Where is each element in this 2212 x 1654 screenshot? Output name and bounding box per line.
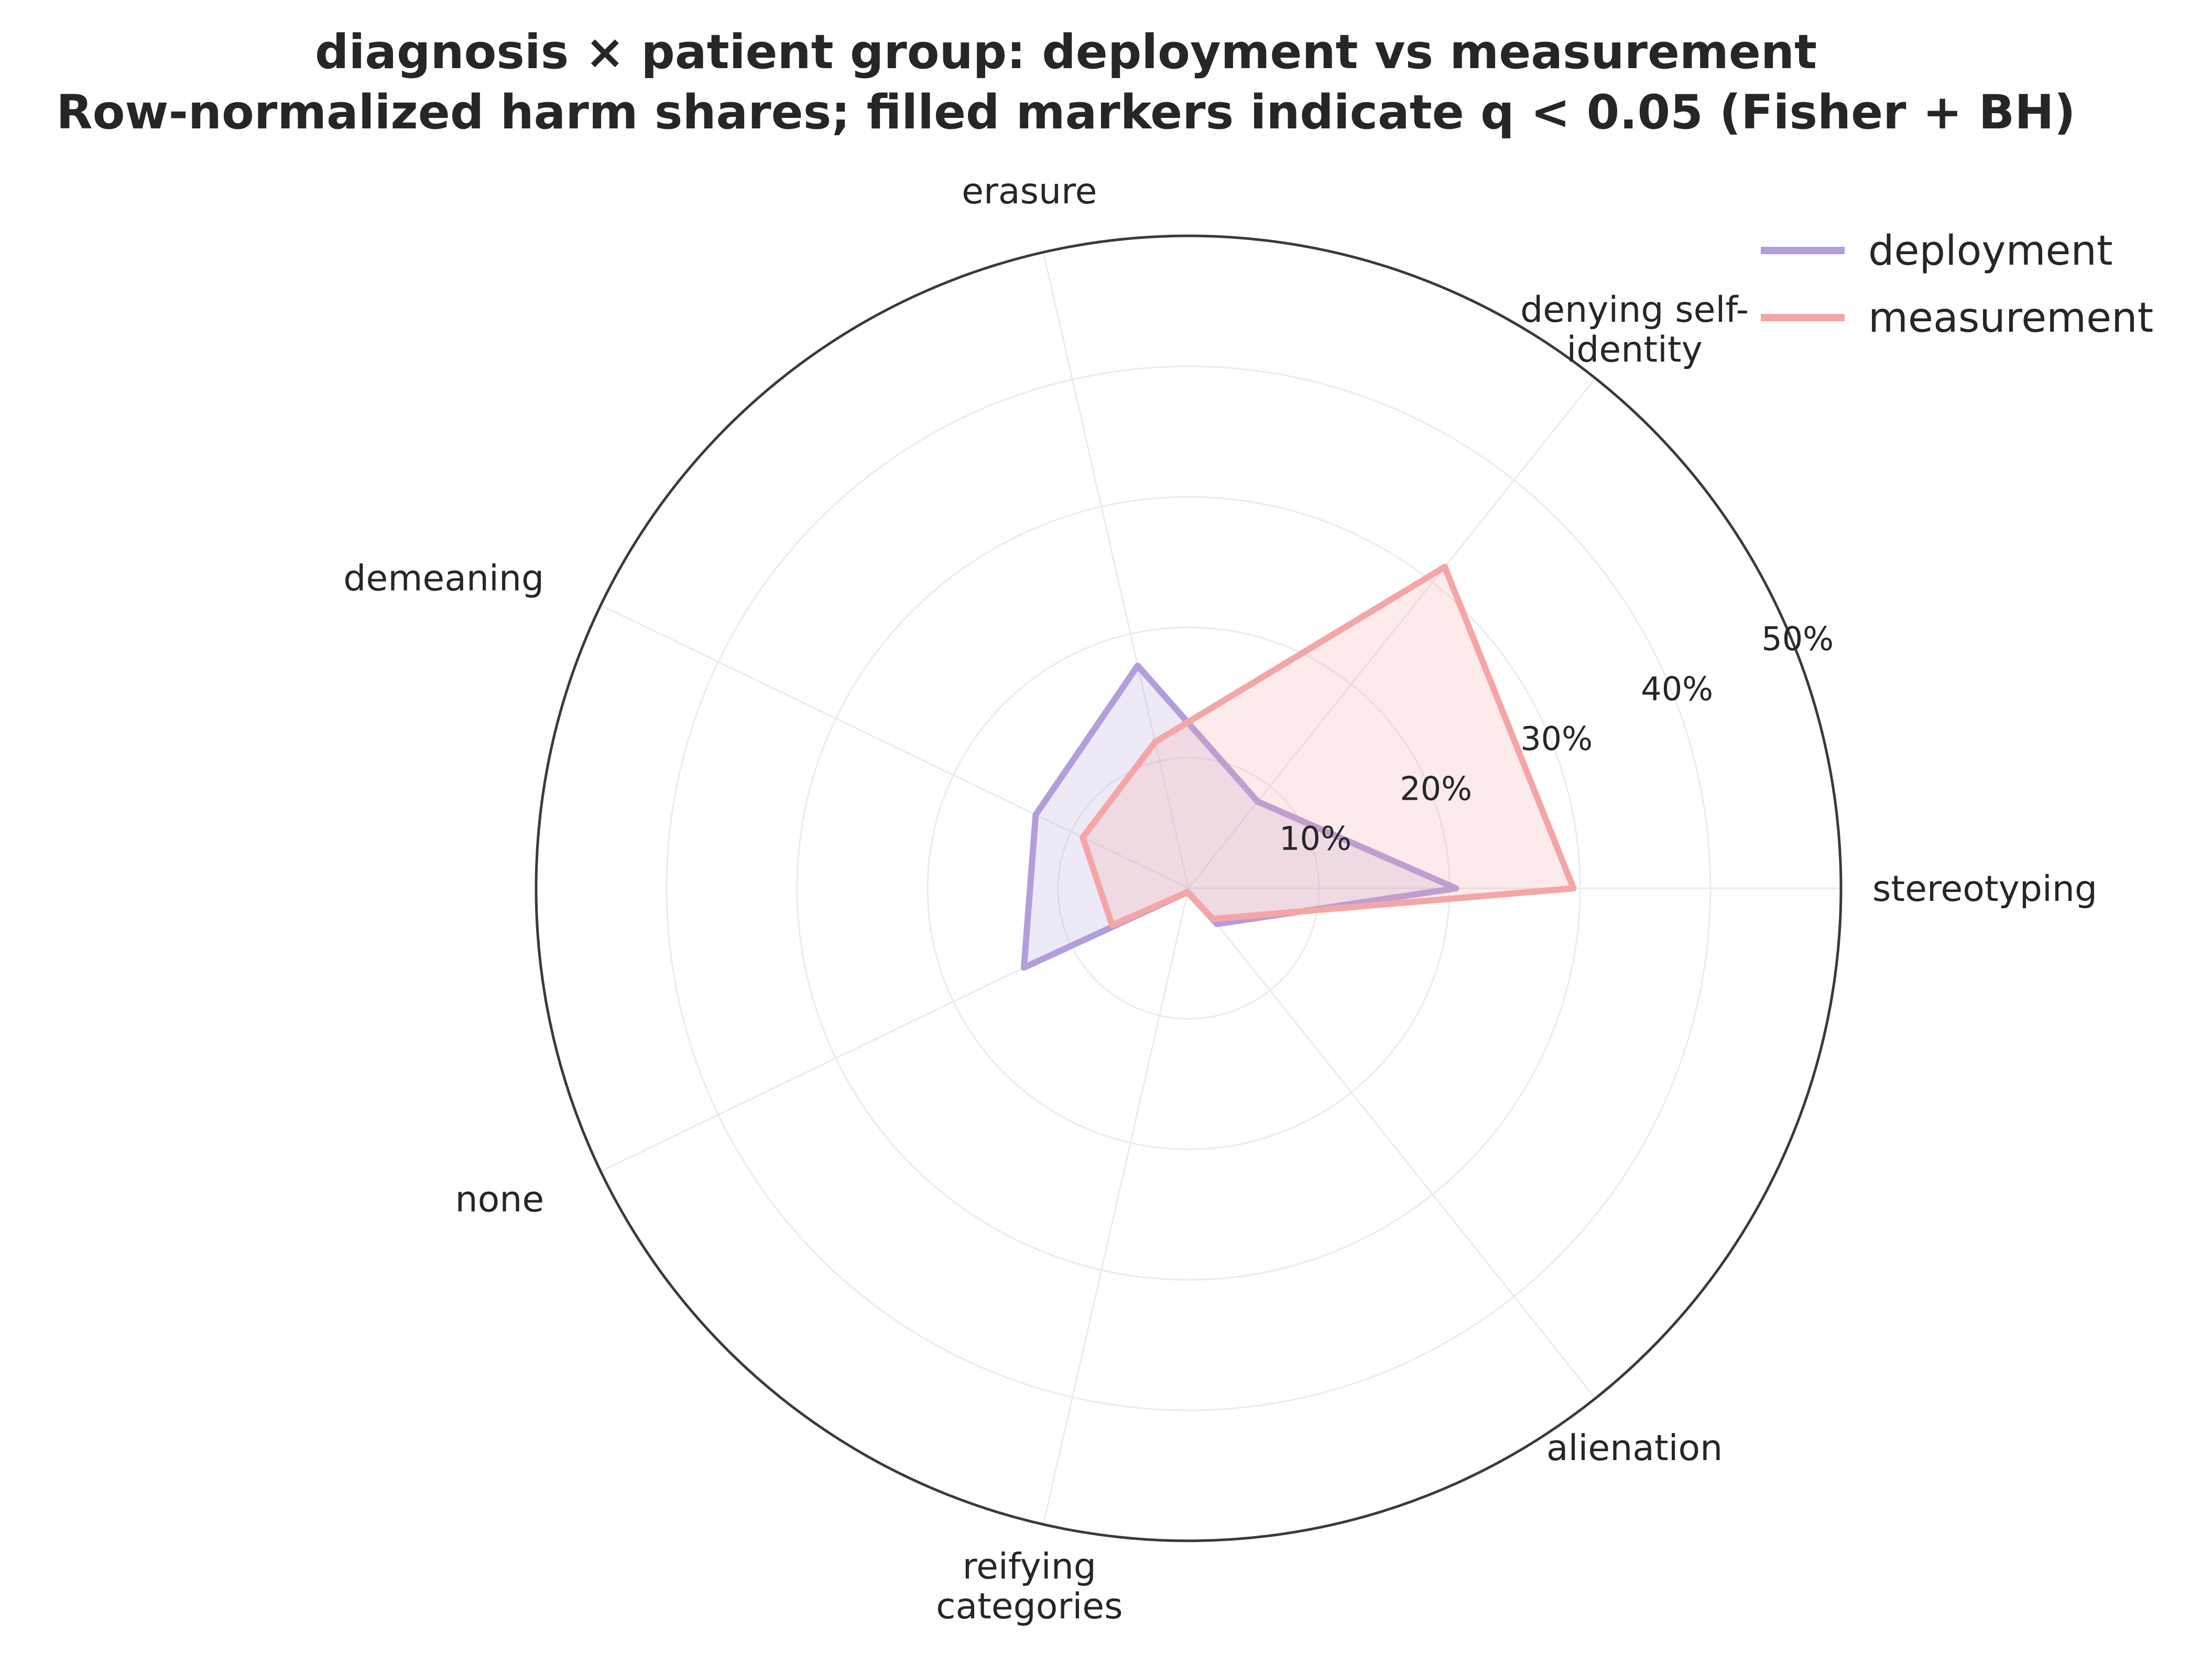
- series-fill-measurement: [1083, 567, 1574, 926]
- category-labels: stereotyping denying self-identity erasure…: [343, 171, 2097, 1627]
- radial-tick-labels: 10% 20% 30% 40% 50%: [1279, 620, 1834, 858]
- category-label-0: stereotyping: [1872, 868, 2097, 910]
- category-label-4: none: [455, 1179, 544, 1220]
- series-layer: [1020, 563, 1577, 971]
- series-fill-deployment: [1023, 666, 1456, 968]
- r-tick-label-50: 50%: [1761, 620, 1834, 658]
- grid-spoke-3: [600, 604, 1189, 889]
- grid-spoke-6: [1187, 888, 1596, 1399]
- category-label-5: reifying categories: [936, 1546, 1123, 1627]
- outer-frame: [535, 234, 1843, 1542]
- category-label-3: demeaning: [343, 558, 544, 600]
- category-label-line: erasure: [962, 171, 1097, 212]
- legend-label-measurement: measurement: [1868, 295, 2153, 342]
- grid-spoke-2: [1042, 252, 1190, 889]
- category-label-2: erasure: [962, 171, 1097, 212]
- category-label-line: categories: [936, 1586, 1123, 1627]
- category-label-line: none: [455, 1179, 544, 1220]
- r-tick-label-30: 30%: [1520, 720, 1593, 758]
- category-label-line: reifying: [963, 1546, 1096, 1587]
- category-label-line: stereotyping: [1872, 868, 2097, 910]
- chart-subtitle: Row-normalized harm shares; filled marke…: [56, 85, 2075, 140]
- series-line-measurement: [1080, 563, 1577, 929]
- grid-spoke-5: [1042, 888, 1190, 1525]
- r-tick-label-10: 10%: [1279, 820, 1352, 858]
- category-label-1: denying self-identity: [1520, 289, 1749, 371]
- polar-grid: [600, 252, 1841, 1525]
- chart-title: diagnosis × patient group: deployment vs…: [315, 25, 1817, 80]
- category-label-line: demeaning: [343, 558, 544, 600]
- category-label-line: alienation: [1546, 1428, 1723, 1469]
- polar-frame: [535, 234, 1843, 1542]
- category-label-line: denying self-: [1520, 289, 1749, 331]
- legend: deployment measurement: [1761, 227, 2153, 342]
- r-tick-label-20: 20%: [1400, 769, 1472, 808]
- legend-label-deployment: deployment: [1868, 227, 2113, 275]
- category-label-6: alienation: [1546, 1428, 1723, 1469]
- category-label-line: identity: [1566, 329, 1702, 371]
- r-tick-label-40: 40%: [1641, 670, 1713, 708]
